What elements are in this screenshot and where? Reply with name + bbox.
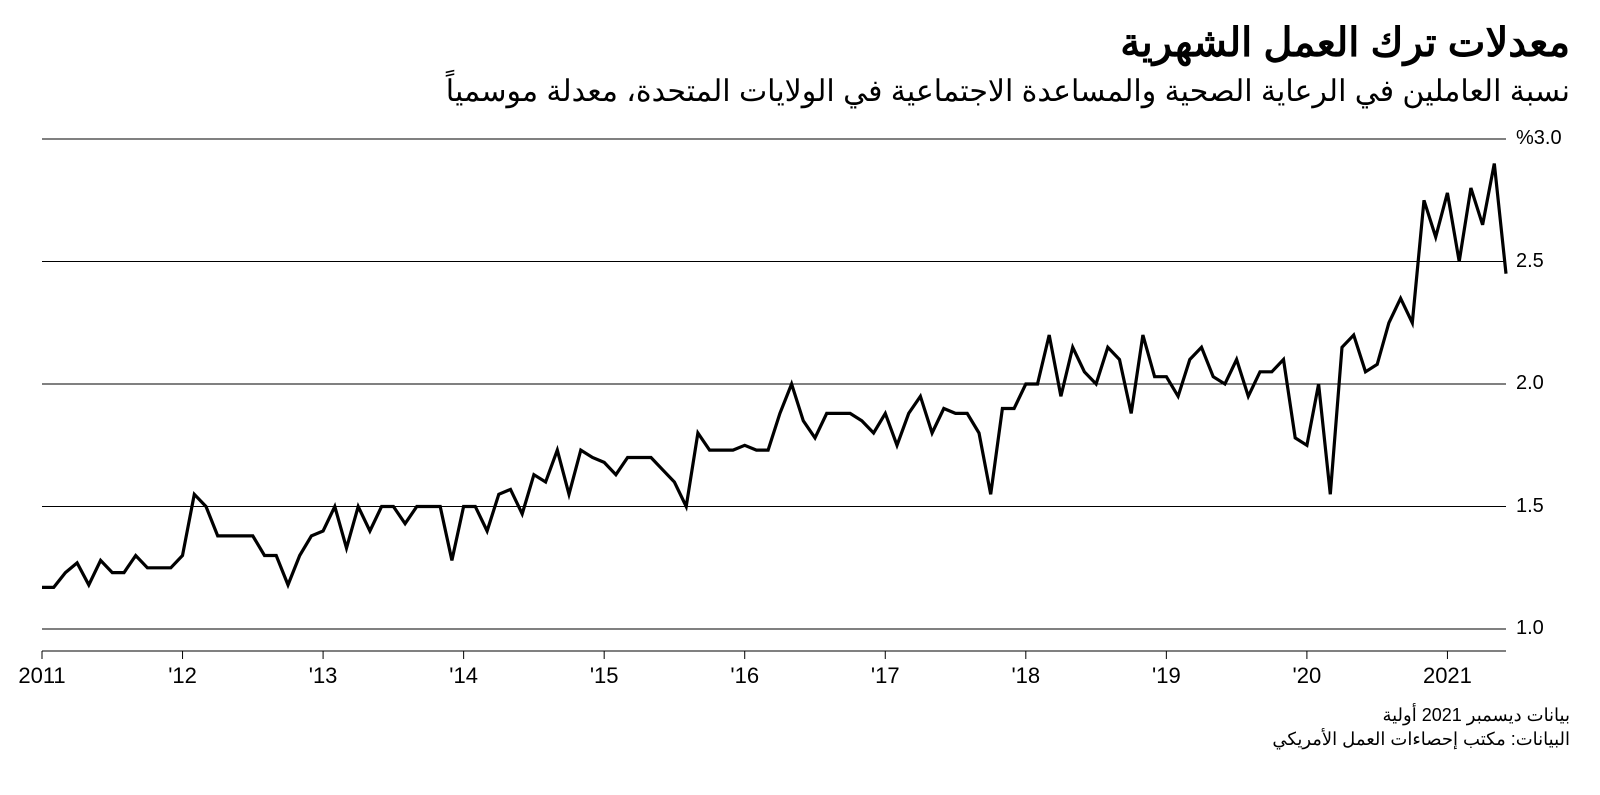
x-axis-label: '19 [1152, 663, 1181, 689]
x-axis-label: 2021 [1423, 663, 1472, 689]
y-axis-label: 2.5 [1516, 250, 1544, 273]
x-axis-label: '16 [730, 663, 759, 689]
y-axis-label: 1.5 [1516, 495, 1544, 518]
chart-subtitle: نسبة العاملين في الرعاية الصحية والمساعد… [30, 72, 1570, 111]
x-axis-label: '13 [309, 663, 338, 689]
line-chart-svg [30, 129, 1570, 689]
x-axis-label: '15 [590, 663, 619, 689]
chart-title: معدلات ترك العمل الشهرية [30, 20, 1570, 66]
x-axis-label: 2011 [18, 663, 65, 689]
data-line [42, 164, 1506, 588]
x-axis-label: '17 [871, 663, 900, 689]
chart-footnote: بيانات ديسمبر 2021 أولية البيانات: مكتب … [30, 703, 1570, 752]
x-axis-label: '12 [168, 663, 197, 689]
x-axis-label: '14 [449, 663, 478, 689]
x-axis-label: '20 [1293, 663, 1322, 689]
footnote-line-1: بيانات ديسمبر 2021 أولية [30, 703, 1570, 727]
chart-area: 1.01.52.02.5%3.02011'12'13'14'15'16'17'1… [30, 129, 1570, 689]
y-axis-label: 2.0 [1516, 372, 1544, 395]
y-axis-label: 1.0 [1516, 617, 1544, 640]
footnote-line-2: البيانات: مكتب إحصاءات العمل الأمريكي [30, 727, 1570, 751]
y-axis-label: %3.0 [1516, 127, 1562, 150]
x-axis-label: '18 [1011, 663, 1040, 689]
